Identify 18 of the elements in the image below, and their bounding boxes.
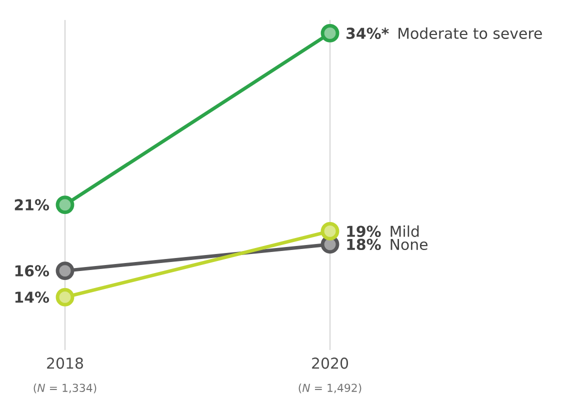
point xyxy=(56,196,74,214)
data-label: 18% xyxy=(347,238,381,250)
data-label: 21% xyxy=(14,199,50,210)
text: Mild xyxy=(390,225,419,237)
point xyxy=(56,262,74,280)
data-label: 19% xyxy=(347,226,381,237)
data-label: 14% xyxy=(15,292,50,303)
x-tick-label: 2018 xyxy=(47,358,83,369)
text: (N = 1,492) xyxy=(298,384,362,394)
text: Moderate to severe xyxy=(398,27,542,39)
text: (N = 1,334) xyxy=(34,384,96,394)
data-label: 16% xyxy=(15,265,50,276)
point xyxy=(56,288,74,306)
point xyxy=(320,222,340,240)
data-label: 34%* xyxy=(346,28,389,39)
point xyxy=(320,24,340,42)
text: None xyxy=(390,238,428,250)
x-tick-label: 2020 xyxy=(312,358,348,369)
